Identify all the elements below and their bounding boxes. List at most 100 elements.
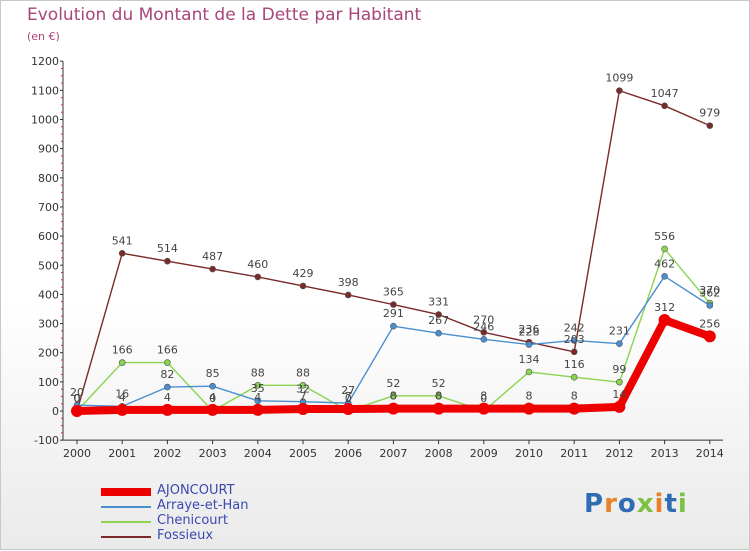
- data-label-chenicourt: 370: [699, 284, 720, 297]
- data-label-arraye-et-han: 16: [115, 387, 129, 400]
- data-label-fossieux: 1047: [651, 87, 679, 100]
- data-label-arraye-et-han: 267: [428, 314, 449, 327]
- legend-swatch-arraye-et-han: [101, 506, 151, 508]
- data-point-arraye-et-han: [164, 383, 171, 391]
- data-label-arraye-et-han: 362: [699, 286, 720, 299]
- data-point-ajoncourt: [71, 405, 83, 417]
- data-point-fossieux: [616, 87, 623, 94]
- data-labels-layer: 0541514487460429398365331270236203109910…: [70, 72, 720, 405]
- data-point-arraye-et-han: [390, 322, 397, 330]
- data-label-ajoncourt: 8: [390, 390, 397, 403]
- y-tick-label: 1200: [31, 55, 59, 68]
- data-label-arraye-et-han: 228: [519, 326, 540, 339]
- x-tick-label: 2002: [153, 447, 181, 460]
- data-point-fossieux: [118, 249, 126, 257]
- x-tick-label: 2004: [244, 447, 272, 460]
- y-tick-label: 800: [38, 172, 59, 185]
- data-point-ajoncourt: [523, 402, 535, 415]
- x-tick-label: 2005: [289, 447, 317, 460]
- data-label-arraye-et-han: 242: [564, 321, 585, 334]
- data-label-chenicourt: 556: [654, 230, 675, 243]
- x-tick-label: 2012: [605, 447, 633, 460]
- data-label-arraye-et-han: 231: [609, 325, 630, 338]
- data-label-ajoncourt: 256: [699, 317, 720, 330]
- data-label-fossieux: 487: [202, 250, 223, 263]
- data-label-fossieux: 0: [74, 392, 81, 405]
- data-label-ajoncourt: 4: [119, 391, 126, 404]
- data-label-ajoncourt: 0: [74, 392, 81, 405]
- data-label-chenicourt: 166: [112, 344, 133, 357]
- data-label-ajoncourt: 7: [300, 390, 307, 403]
- data-label-fossieux: 514: [157, 242, 178, 255]
- data-label-fossieux: 429: [293, 267, 314, 280]
- data-point-fossieux: [390, 301, 397, 308]
- y-tick-label: 200: [38, 347, 59, 360]
- data-point-fossieux: [661, 102, 668, 110]
- data-label-ajoncourt: 8: [435, 390, 442, 403]
- x-tick-label: 2010: [515, 447, 543, 460]
- data-point-arraye-et-han: [480, 335, 488, 343]
- data-label-arraye-et-han: 462: [654, 257, 675, 270]
- y-tick-label: 600: [38, 230, 59, 243]
- data-label-ajoncourt: 312: [654, 301, 675, 314]
- legend-swatch-fossieux: [101, 536, 151, 538]
- data-point-arraye-et-han: [435, 329, 442, 337]
- data-label-chenicourt: 134: [519, 353, 540, 366]
- data-label-ajoncourt: 4: [209, 391, 216, 404]
- data-label-ajoncourt: 8: [480, 390, 487, 403]
- y-tick-label: 0: [52, 405, 59, 418]
- data-point-fossieux: [570, 348, 578, 356]
- data-label-fossieux: 331: [428, 296, 449, 309]
- data-point-ajoncourt: [387, 402, 400, 415]
- data-label-chenicourt: 0: [209, 392, 216, 405]
- data-point-chenicourt: [525, 368, 533, 376]
- legend-label-chenicourt: Chenicourt: [157, 513, 228, 528]
- y-tick-label: 500: [38, 259, 59, 272]
- data-point-ajoncourt: [477, 402, 490, 415]
- data-point-arraye-et-han: [706, 302, 714, 309]
- data-point-chenicourt: [435, 392, 442, 400]
- data-label-fossieux: 236: [519, 323, 540, 336]
- logo-letter: i: [677, 489, 688, 519]
- data-label-chenicourt: 88: [296, 366, 310, 379]
- data-point-chenicourt: [118, 359, 126, 366]
- data-label-chenicourt: 166: [157, 344, 178, 357]
- legend-label-ajoncourt: AJONCOURT: [157, 483, 235, 498]
- data-point-fossieux: [254, 273, 262, 281]
- y-tick-label: 700: [38, 201, 59, 214]
- legend-label-arraye-et-han: Arraye-et-Han: [157, 498, 249, 513]
- data-point-fossieux: [435, 311, 442, 318]
- data-point-fossieux: [164, 257, 171, 265]
- y-tick-label: 900: [38, 143, 59, 156]
- x-tick-label: 2001: [108, 447, 136, 460]
- logo-letter: o: [617, 489, 637, 519]
- x-tick-label: 2007: [379, 447, 407, 460]
- data-label-chenicourt: 116: [564, 358, 585, 371]
- data-point-fossieux: [299, 282, 307, 290]
- legend-swatch-ajoncourt: [101, 488, 151, 496]
- logo-letter: P: [584, 489, 605, 519]
- data-point-arraye-et-han: [525, 341, 533, 348]
- y-tick-label: 400: [38, 288, 59, 301]
- data-label-chenicourt: 52: [386, 377, 400, 390]
- data-label-chenicourt: 0: [74, 392, 81, 405]
- data-point-arraye-et-han: [570, 337, 578, 344]
- chart-axes: -100010020030040050060070080090010001100…: [31, 55, 724, 460]
- data-point-chenicourt: [616, 378, 623, 386]
- data-label-fossieux: 979: [699, 107, 720, 120]
- data-label-arraye-et-han: 246: [473, 320, 494, 333]
- data-label-chenicourt: 0: [345, 392, 352, 405]
- proxiti-logo: Proxiti: [584, 489, 688, 519]
- x-tick-label: 2003: [199, 447, 227, 460]
- data-point-fossieux: [209, 265, 216, 273]
- logo-letter: t: [664, 489, 678, 519]
- data-label-fossieux: 1099: [605, 72, 633, 85]
- data-point-chenicourt: [254, 382, 262, 389]
- data-label-ajoncourt: 7: [345, 390, 352, 403]
- y-tick-label: 1000: [31, 114, 59, 127]
- data-point-ajoncourt: [251, 403, 264, 416]
- data-label-fossieux: 365: [383, 286, 404, 299]
- data-label-arraye-et-han: 35: [251, 382, 265, 395]
- data-label-fossieux: 460: [247, 258, 268, 271]
